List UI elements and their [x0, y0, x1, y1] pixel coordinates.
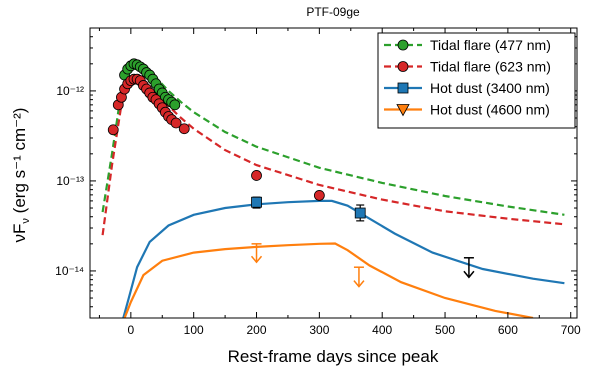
x-tick-label: 100: [184, 323, 204, 337]
x-tick-label: 400: [372, 323, 392, 337]
upper-limit-head-0: [250, 255, 263, 264]
legend-marker-3: [396, 104, 410, 117]
legend-label-2: Hot dust (3400 nm): [430, 80, 550, 96]
legend-marker-0: [397, 39, 409, 51]
data-point-1-0: [107, 124, 119, 136]
y-tick-label: 10⁻¹²: [56, 84, 84, 98]
x-tick-label: 300: [309, 323, 329, 337]
data-point-1-21: [251, 170, 262, 181]
svg-text:νFν (erg s⁻¹ cm⁻²): νFν (erg s⁻¹ cm⁻²): [10, 108, 32, 243]
data-point-2-0: [251, 196, 262, 208]
y-axis-label-units: (erg s⁻¹ cm⁻²): [10, 108, 29, 214]
legend-box: [377, 32, 576, 129]
x-tick-label: 500: [435, 323, 455, 337]
legend-label-1: Tidal flare (623 nm): [430, 59, 551, 75]
x-tick-label: 200: [247, 323, 267, 337]
legend-label-0: Tidal flare (477 nm): [430, 37, 551, 53]
y-tick-label: 10⁻¹⁴: [55, 264, 84, 278]
data-point-2-1: [354, 207, 366, 219]
y-tick-label: 10⁻¹³: [56, 174, 84, 188]
legend-marker-2: [397, 82, 409, 94]
x-tick-label: 600: [498, 323, 518, 337]
legend: Tidal flare (477 nm) Tidal flare (623 nm)…: [377, 32, 576, 129]
y-axis-label-sub: ν: [20, 218, 32, 224]
axes-frame: [89, 27, 578, 319]
data-markers: [107, 58, 475, 288]
legend-label-3: Hot dust (4600 nm): [430, 102, 550, 118]
ticks: 0 100 200 300 400 500 600 700 10⁻¹⁴ 10⁻¹³ 10⁻¹²: [55, 27, 581, 337]
data-point-0-16: [169, 99, 181, 111]
chart-title: PTF-09ge: [306, 5, 360, 19]
model-line-3: [123, 242, 534, 318]
data-point-1-22: [313, 190, 325, 201]
upper-limit-head-2: [463, 270, 475, 279]
legend-marker-1: [397, 61, 409, 72]
y-axis-label-main: νF: [10, 224, 29, 243]
upper-limit-head-1: [353, 280, 365, 288]
axes: [89, 27, 578, 319]
x-axis-label: Rest-frame days since peak: [228, 347, 439, 366]
x-tick-label: 0: [128, 323, 135, 337]
y-axis-label: νFν (erg s⁻¹ cm⁻²): [10, 108, 32, 243]
model-line-2: [122, 199, 565, 318]
x-tick-label: 700: [561, 323, 581, 337]
data-point-1-20: [178, 123, 190, 135]
data-point-1-19: [170, 117, 182, 129]
